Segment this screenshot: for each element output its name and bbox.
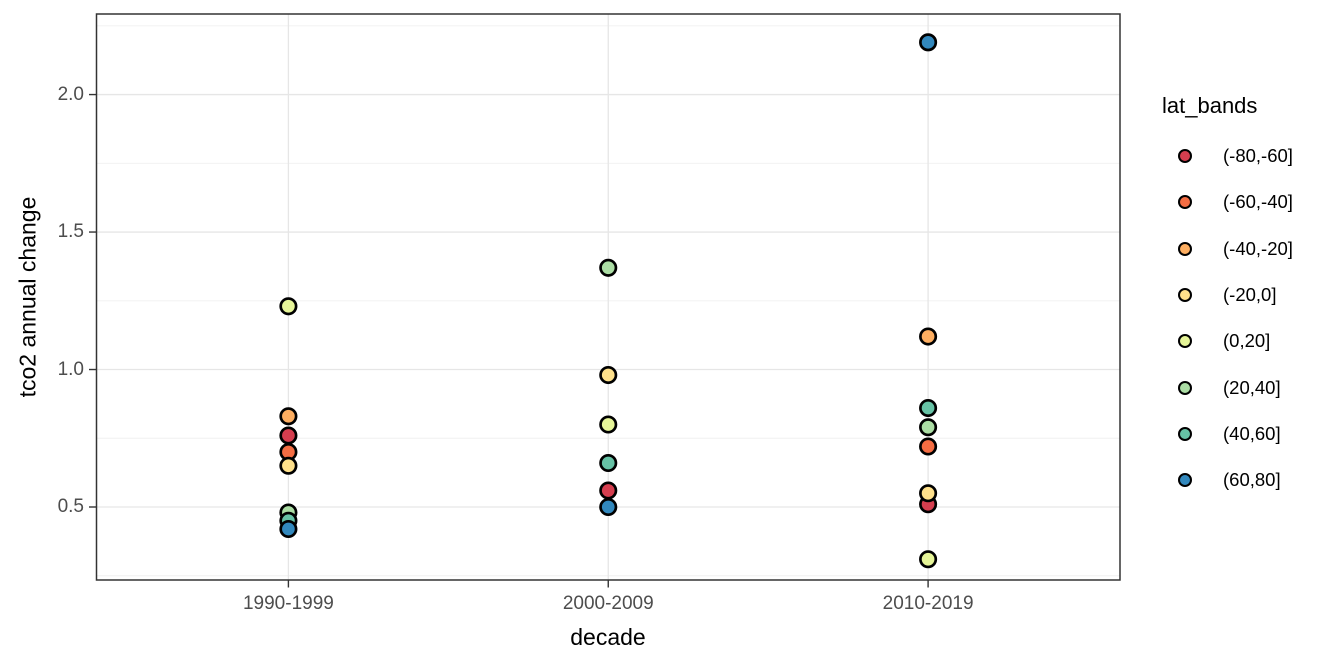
data-point — [599, 481, 618, 500]
data-point — [599, 258, 618, 277]
data-point — [279, 456, 298, 475]
legend-key-circle-icon — [1178, 241, 1192, 256]
x-axis-title: decade — [570, 624, 646, 650]
data-point — [919, 550, 938, 569]
x-axis-tick-label: 1990-1999 — [242, 593, 334, 614]
legend-items: (-80,-60] (-60,-40] (-40,-20] (-20,0] (0,20]… — [1162, 133, 1344, 503]
legend-item-label: (20,40] — [1223, 376, 1281, 398]
data-point — [599, 497, 618, 517]
legend-item: (-40,-20] — [1162, 226, 1344, 272]
legend: lat_bands (-80,-60] (-60,-40] (-40,-20] (-2… — [1162, 93, 1344, 503]
legend-item: (-20,0] — [1162, 272, 1344, 318]
legend-key-circle-icon — [1178, 334, 1192, 349]
legend-item-label: (60,80] — [1223, 469, 1281, 491]
data-point — [599, 453, 618, 473]
y-axis-tick-label: 1.0 — [57, 358, 84, 380]
panel-border — [95, 13, 1121, 581]
legend-key-circle-icon — [1178, 195, 1192, 210]
legend-key-circle-icon — [1178, 380, 1192, 395]
legend-item: (-60,-40] — [1162, 179, 1344, 225]
legend-key-circle-icon — [1178, 473, 1192, 488]
data-point — [919, 327, 938, 346]
legend-item: (20,40] — [1162, 364, 1344, 410]
legend-item-label: (-80,-60] — [1223, 145, 1293, 167]
legend-item: (40,60] — [1162, 411, 1344, 457]
legend-key-circle-icon — [1178, 426, 1192, 441]
data-point — [279, 426, 298, 445]
legend-item: (60,80] — [1162, 457, 1344, 503]
data-point — [919, 398, 938, 418]
legend-item: (-80,-60] — [1162, 133, 1344, 179]
legend-title: lat_bands — [1162, 93, 1258, 118]
data-point — [279, 519, 298, 539]
legend-key-circle-icon — [1178, 149, 1192, 164]
x-axis-tick-label: 2000-2009 — [562, 593, 654, 614]
data-point — [279, 407, 298, 426]
data-point — [599, 415, 618, 434]
legend-item-label: (-40,-20] — [1223, 237, 1293, 259]
data-point — [919, 437, 938, 456]
legend-key-circle-icon — [1178, 288, 1192, 303]
x-axis-tick-label: 2010-2019 — [882, 593, 974, 614]
y-axis-title: tco2 annual change — [14, 196, 41, 398]
legend-item-label: (40,60] — [1223, 422, 1281, 444]
y-axis-tick-label: 2.0 — [57, 83, 84, 105]
legend-item: (0,20] — [1162, 318, 1344, 364]
data-point — [279, 297, 298, 316]
y-axis-tick-label: 0.5 — [57, 495, 84, 517]
data-point — [919, 33, 938, 52]
legend-item-label: (-60,-40] — [1223, 191, 1293, 213]
data-point — [919, 418, 938, 437]
legend-item-label: (-20,0] — [1223, 284, 1277, 306]
legend-item-label: (0,20] — [1223, 330, 1271, 352]
data-point — [919, 484, 938, 503]
data-point — [599, 365, 618, 385]
y-axis-tick-label: 1.5 — [57, 221, 84, 243]
